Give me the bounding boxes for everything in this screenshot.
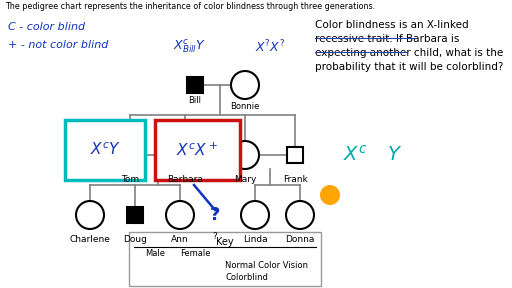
Bar <box>148 271 162 285</box>
Bar <box>127 207 143 223</box>
Circle shape <box>231 71 259 99</box>
Text: Female: Female <box>180 249 210 258</box>
Text: Barbara: Barbara <box>167 175 203 184</box>
Text: Colorblind: Colorblind <box>225 274 268 283</box>
Circle shape <box>166 201 194 229</box>
FancyBboxPatch shape <box>155 120 240 180</box>
Circle shape <box>187 257 203 273</box>
Text: + - not color blind: + - not color blind <box>8 40 109 50</box>
FancyBboxPatch shape <box>129 232 321 286</box>
Circle shape <box>231 141 259 169</box>
Circle shape <box>241 201 269 229</box>
Text: Frank: Frank <box>283 175 307 184</box>
Text: $X^? X^?$: $X^? X^?$ <box>255 38 285 55</box>
Bar <box>122 147 138 163</box>
Text: $X^c X^+$: $X^c X^+$ <box>177 141 219 159</box>
Circle shape <box>320 185 340 205</box>
Text: Color blindness is an X-linked
recessive trait. If Barbara is
expecting another : Color blindness is an X-linked recessive… <box>315 20 503 72</box>
Bar <box>287 147 303 163</box>
Circle shape <box>187 270 203 286</box>
Text: Doug: Doug <box>123 235 147 244</box>
FancyBboxPatch shape <box>65 120 145 180</box>
Text: $X^c$: $X^c$ <box>343 145 368 165</box>
Text: $Y$: $Y$ <box>388 145 402 164</box>
Text: Male: Male <box>145 249 165 258</box>
Text: Charlene: Charlene <box>70 235 111 244</box>
Text: Normal Color Vision: Normal Color Vision <box>225 261 308 270</box>
Text: Tom: Tom <box>121 175 139 184</box>
Text: Donna: Donna <box>285 235 315 244</box>
Text: C - color blind: C - color blind <box>8 22 85 32</box>
Circle shape <box>76 201 104 229</box>
Text: Key: Key <box>216 237 234 247</box>
Circle shape <box>171 141 199 169</box>
Text: Mary: Mary <box>234 175 256 184</box>
Bar <box>148 258 162 272</box>
Text: ?: ? <box>210 206 220 224</box>
Text: Ann: Ann <box>171 235 189 244</box>
Bar <box>187 77 203 93</box>
Text: ?: ? <box>212 232 218 241</box>
Text: The pedigree chart represents the inheritance of color blindness through three g: The pedigree chart represents the inheri… <box>5 2 375 11</box>
Text: Bill: Bill <box>188 96 202 105</box>
Text: Linda: Linda <box>243 235 267 244</box>
Text: $X^c_{\mathit{Bill}}Y$: $X^c_{\mathit{Bill}}Y$ <box>174 37 207 55</box>
Text: $X^c Y$: $X^c Y$ <box>90 142 120 158</box>
Circle shape <box>286 201 314 229</box>
Text: Bonnie: Bonnie <box>230 102 260 111</box>
